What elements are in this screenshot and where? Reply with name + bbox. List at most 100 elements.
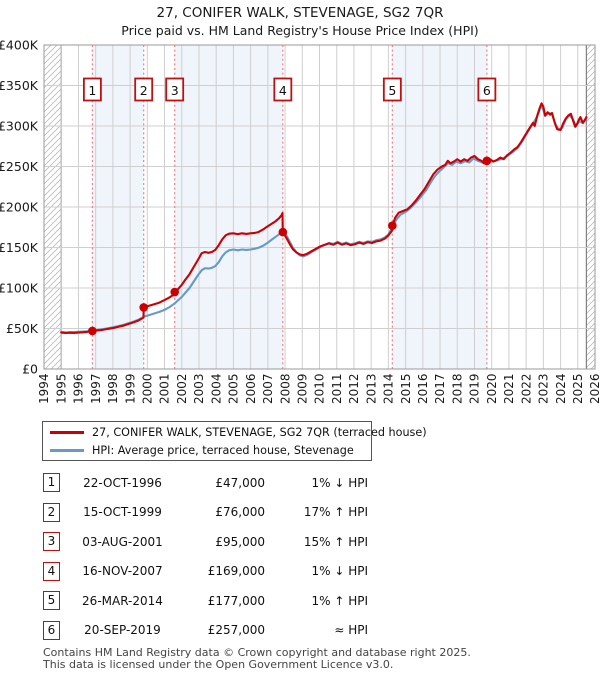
x-axis-tick-label: 2019 (468, 374, 482, 405)
sale-number-box (273, 77, 293, 102)
x-axis-tick-label: 2018 (450, 374, 464, 405)
sale-table-row: 4 16-NOV-2007 £169,000 1% ↓ HPI (0, 557, 600, 587)
x-axis-tick-label: 2016 (416, 374, 430, 405)
price-history-chart: 1 2 3 4 5 6 £0 £50K £100K £150K £200K £250K £300K £35… (0, 38, 600, 405)
x-axis-tick-label: 2003 (192, 374, 206, 405)
sale-number-label: 2 (140, 83, 148, 98)
sale-price: £76,000 (215, 505, 265, 520)
sale-table-row: 5 26-MAR-2014 £177,000 1% ↑ HPI (0, 586, 600, 616)
x-axis-tick-label: 2004 (209, 374, 223, 405)
y-axis-tick-label: £200K (0, 200, 39, 215)
sale-row-number: 6 (43, 620, 60, 640)
sale-row-number: 1 (43, 473, 60, 493)
sale-number-box (477, 77, 497, 102)
x-axis-tick-label: 1997 (89, 374, 103, 405)
x-axis-tick-label: 2006 (244, 374, 258, 405)
legend-label: HPI: Average price, terraced house, Stev… (92, 443, 354, 457)
sale-marker-dot (278, 227, 288, 237)
x-axis-tick-label: 2002 (175, 374, 189, 405)
sale-price: £177,000 (207, 593, 265, 608)
y-axis-tick-label: £150K (0, 240, 39, 255)
sale-number-box (134, 77, 154, 102)
sale-row-number: 4 (43, 561, 60, 581)
x-axis-tick-label: 2000 (141, 374, 155, 405)
y-axis-tick-label: £50K (6, 321, 39, 336)
sale-price: £95,000 (215, 534, 265, 549)
sale-price: £257,000 (207, 623, 265, 638)
chart-legend: 27, CONIFER WALK, STEVENAGE, SG2 7QR (te… (42, 421, 427, 461)
sale-vs-hpi: 17% ↑ HPI (303, 505, 368, 520)
sale-marker-dot (88, 326, 97, 336)
legend-label: 27, CONIFER WALK, STEVENAGE, SG2 7QR (te… (92, 425, 427, 439)
sale-row-number: 5 (43, 591, 60, 611)
sale-marker-dot (170, 287, 179, 297)
y-axis-tick-label: £250K (0, 159, 39, 174)
x-axis-tick-label: 2013 (364, 374, 378, 405)
x-axis-tick-label: 2007 (261, 374, 275, 405)
x-axis-tick-label: 2012 (347, 374, 361, 405)
x-axis-tick-label: 2009 (295, 374, 309, 405)
page-title: 27, CONIFER WALK, STEVENAGE, SG2 7QR (156, 5, 444, 21)
sales-table: 1 22-OCT-1996 £47,000 1% ↓ HPI 2 15-OCT-1999 £… (0, 468, 600, 645)
footer-line-1: Contains HM Land Registry data © Crown c… (43, 646, 471, 659)
x-axis-tick-label: 2011 (330, 374, 344, 405)
x-axis-tick-label: 2010 (313, 374, 327, 405)
legend-entry-price-paid: 27, CONIFER WALK, STEVENAGE, SG2 7QR (te… (43, 425, 427, 439)
y-axis-tick-label: £300K (0, 119, 39, 134)
sale-number-box (82, 77, 102, 102)
sale-number-box (165, 77, 185, 102)
sale-marker-dot (139, 303, 148, 312)
sale-vs-hpi: 1% ↓ HPI (311, 475, 368, 490)
x-axis-tick-label: 2001 (158, 374, 172, 405)
page-subtitle: Price paid vs. HM Land Registry's House … (121, 23, 479, 38)
x-axis-tick-label: 1994 (37, 374, 51, 405)
sale-table-row: 6 20-SEP-2019 £257,000 ≈ HPI (0, 616, 600, 646)
sale-number-label: 1 (88, 83, 96, 98)
x-axis-tick-label: 2017 (433, 374, 447, 405)
x-axis-tick-label: 1996 (72, 374, 86, 405)
sale-date: 16-NOV-2007 (82, 564, 163, 579)
legend-line-swatch (50, 448, 84, 452)
x-axis-tick-label: 2020 (485, 374, 499, 405)
sale-number-box (382, 77, 402, 102)
x-axis-tick-label: 1995 (54, 374, 68, 405)
sale-date: 15-OCT-1999 (83, 505, 162, 520)
legend-line-swatch (50, 430, 84, 434)
sale-marker-dot (482, 156, 492, 166)
footer-line-2: This data is licensed under the Open Gov… (43, 658, 394, 671)
x-axis-tick-label: 2015 (399, 374, 413, 405)
x-axis-tick-label: 2026 (588, 374, 600, 405)
sale-row-number: 2 (43, 502, 60, 522)
sale-marker-dot (388, 221, 397, 230)
sale-vs-hpi: 1% ↑ HPI (311, 593, 368, 608)
y-axis-tick-label: £100K (0, 281, 39, 296)
sale-table-row: 2 15-OCT-1999 £76,000 17% ↑ HPI (0, 498, 600, 528)
sale-row-number: 3 (43, 532, 60, 552)
sale-number-label: 5 (388, 83, 396, 98)
sale-number-label: 4 (279, 83, 287, 98)
sale-vs-hpi: 1% ↓ HPI (311, 564, 368, 579)
y-axis-tick-label: £400K (0, 38, 39, 53)
sale-table-row: 3 03-AUG-2001 £95,000 15% ↑ HPI (0, 527, 600, 557)
footer: Contains HM Land Registry data © Crown c… (43, 647, 471, 671)
sale-price: £47,000 (215, 475, 265, 490)
x-axis-tick-label: 2024 (554, 374, 568, 405)
x-axis-tick-label: 1998 (106, 374, 120, 405)
sale-date: 26-MAR-2014 (82, 593, 163, 608)
sale-date: 03-AUG-2001 (82, 534, 163, 549)
x-axis-tick-label: 1999 (123, 374, 137, 405)
x-axis-tick-label: 2021 (502, 374, 516, 405)
sale-date: 22-OCT-1996 (83, 475, 162, 490)
y-axis-tick-label: £0 (22, 362, 38, 377)
x-axis-tick-label: 2023 (537, 374, 551, 405)
plot-border (43, 44, 596, 370)
x-axis-tick-label: 2005 (227, 374, 241, 405)
sale-number-label: 6 (483, 83, 491, 98)
y-axis-tick-label: £350K (0, 78, 39, 93)
sale-number-label: 3 (171, 83, 179, 98)
sale-price: £169,000 (207, 564, 265, 579)
sale-table-row: 1 22-OCT-1996 £47,000 1% ↓ HPI (0, 468, 600, 498)
x-axis-tick-label: 2014 (382, 374, 396, 405)
x-axis-tick-label: 2022 (519, 374, 533, 405)
